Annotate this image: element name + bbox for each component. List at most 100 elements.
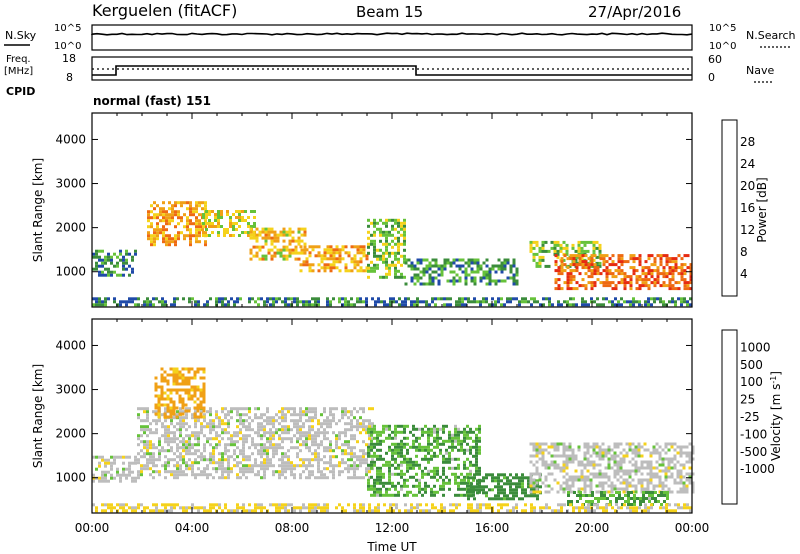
echo-cell xyxy=(529,249,533,253)
echo-cell xyxy=(311,428,314,432)
echo-cell xyxy=(518,303,521,307)
echo-cell xyxy=(149,473,152,477)
echo-cell xyxy=(245,455,248,459)
echo-cell xyxy=(379,248,382,252)
echo-cell xyxy=(332,251,336,255)
echo-cell xyxy=(433,445,436,449)
echo-cell xyxy=(388,230,391,234)
echo-cell xyxy=(131,476,134,480)
echo-cell xyxy=(601,451,605,455)
echo-cell xyxy=(592,448,596,452)
echo-cell xyxy=(626,275,630,279)
echo-cell xyxy=(182,440,185,444)
echo-cell xyxy=(305,303,308,307)
echo-cell xyxy=(296,300,299,304)
echo-cell xyxy=(260,476,263,480)
echo-cell xyxy=(647,300,650,304)
echo-cell xyxy=(196,406,200,410)
echo-cell xyxy=(186,234,189,238)
echo-cell xyxy=(266,410,269,414)
echo-cell xyxy=(172,400,176,404)
echo-cell xyxy=(415,445,418,449)
echo-cell xyxy=(541,240,545,244)
echo-cell xyxy=(655,451,659,455)
echo-cell xyxy=(116,455,119,459)
echo-cell xyxy=(278,437,281,441)
echo-cell xyxy=(677,272,681,276)
echo-cell xyxy=(385,245,388,249)
echo-cell xyxy=(584,303,587,307)
echo-cell xyxy=(433,490,436,494)
echo-cell xyxy=(688,460,692,464)
echo-cell xyxy=(179,467,182,471)
echo-cell xyxy=(587,263,591,267)
echo-cell xyxy=(110,473,113,477)
nsearch-right-tick-top: 10^5 xyxy=(709,23,736,34)
echo-cell xyxy=(208,225,211,228)
echo-cell xyxy=(284,506,287,510)
echo-cell xyxy=(218,422,221,426)
echo-cell xyxy=(281,416,284,420)
echo-cell xyxy=(485,485,488,489)
echo-cell xyxy=(466,430,469,434)
echo-cell xyxy=(150,240,153,244)
echo-cell xyxy=(185,416,188,420)
echo-cell xyxy=(668,272,672,276)
echo-cell xyxy=(620,257,624,261)
echo-cell xyxy=(110,506,113,510)
echo-cell xyxy=(347,428,350,432)
echo-cell xyxy=(541,249,545,253)
echo-cell xyxy=(110,261,113,265)
echo-cell xyxy=(625,472,629,476)
echo-cell xyxy=(466,490,469,494)
echo-cell xyxy=(239,428,242,432)
echo-cell xyxy=(179,473,182,477)
echo-cell xyxy=(341,458,344,462)
echo-cell xyxy=(457,484,460,488)
echo-cell xyxy=(305,263,309,267)
echo-cell xyxy=(542,506,545,510)
echo-cell xyxy=(593,266,597,270)
echo-cell xyxy=(617,506,620,510)
echo-cell xyxy=(156,234,159,238)
echo-cell xyxy=(98,270,101,274)
echo-cell xyxy=(470,509,473,513)
echo-cell xyxy=(553,466,557,470)
echo-cell xyxy=(113,270,116,274)
echo-cell xyxy=(449,261,453,265)
echo-cell xyxy=(251,437,254,441)
echo-cell xyxy=(665,506,668,510)
echo-cell xyxy=(418,466,421,470)
echo-cell xyxy=(377,506,380,510)
echo-cell xyxy=(181,382,185,386)
echo-cell xyxy=(374,300,377,304)
echo-cell xyxy=(287,461,290,465)
echo-cell xyxy=(188,434,191,438)
echo-cell xyxy=(370,266,373,270)
echo-cell xyxy=(583,481,587,485)
echo-cell xyxy=(284,470,287,474)
echo-cell xyxy=(175,379,179,383)
echo-cell xyxy=(326,266,330,270)
echo-cell xyxy=(649,463,653,467)
echo-cell xyxy=(368,407,371,411)
echo-cell xyxy=(249,230,253,234)
echo-cell xyxy=(688,475,692,479)
echo-cell xyxy=(169,388,173,392)
echo-cell xyxy=(512,264,516,268)
echo-cell xyxy=(167,437,170,441)
echo-cell xyxy=(421,427,424,431)
echo-cell xyxy=(198,225,201,229)
echo-cell xyxy=(394,448,397,452)
echo-cell xyxy=(314,506,317,510)
echo-cell xyxy=(332,449,335,453)
echo-cell xyxy=(302,410,305,414)
echo-cell xyxy=(473,270,477,274)
echo-cell xyxy=(457,463,460,467)
echo-cell xyxy=(317,297,320,301)
echo-cell xyxy=(308,254,312,258)
echo-cell xyxy=(394,436,397,440)
echo-cell xyxy=(233,300,236,304)
echo-cell xyxy=(125,473,128,477)
echo-cell xyxy=(394,272,397,276)
